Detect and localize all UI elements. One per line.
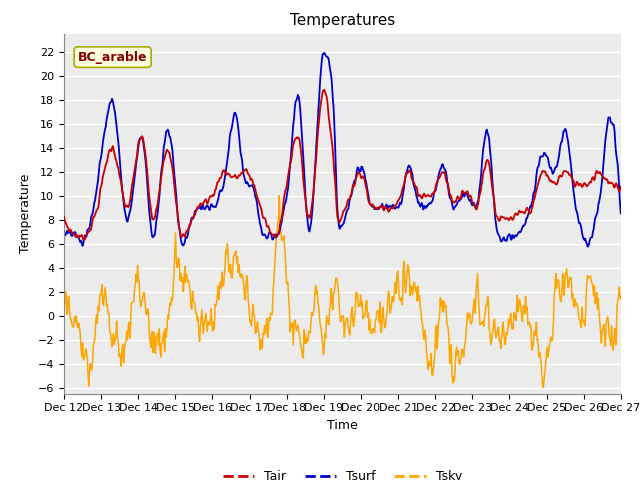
Text: BC_arable: BC_arable <box>78 50 147 63</box>
Legend: Tair, Tsurf, Tsky: Tair, Tsurf, Tsky <box>218 465 467 480</box>
Title: Temperatures: Temperatures <box>290 13 395 28</box>
Y-axis label: Temperature: Temperature <box>19 174 32 253</box>
X-axis label: Time: Time <box>327 419 358 432</box>
